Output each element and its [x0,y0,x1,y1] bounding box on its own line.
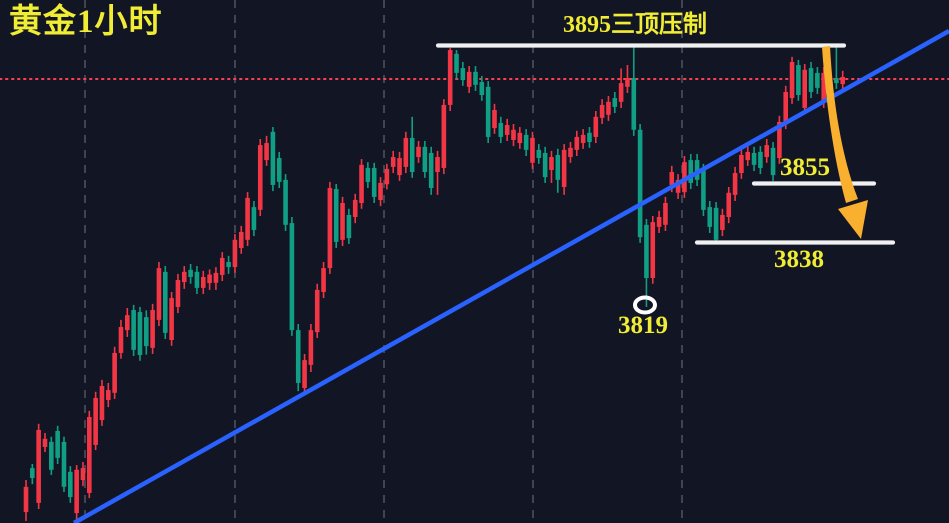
ascending-trendline [72,29,949,523]
down-projection-arrow [822,46,868,239]
support-3838-label: 3838 [774,246,824,273]
candlesticks [23,46,845,521]
swing-low-circle-marker [633,295,657,315]
triple-top-resistance-label: 3895三顶压制 [563,12,707,38]
swing-low-3819-label: 3819 [618,312,668,339]
support-3855-label: 3855 [780,154,830,181]
chart-title: 黄金1小时 [9,4,163,40]
resistance-support-lines [435,43,896,245]
